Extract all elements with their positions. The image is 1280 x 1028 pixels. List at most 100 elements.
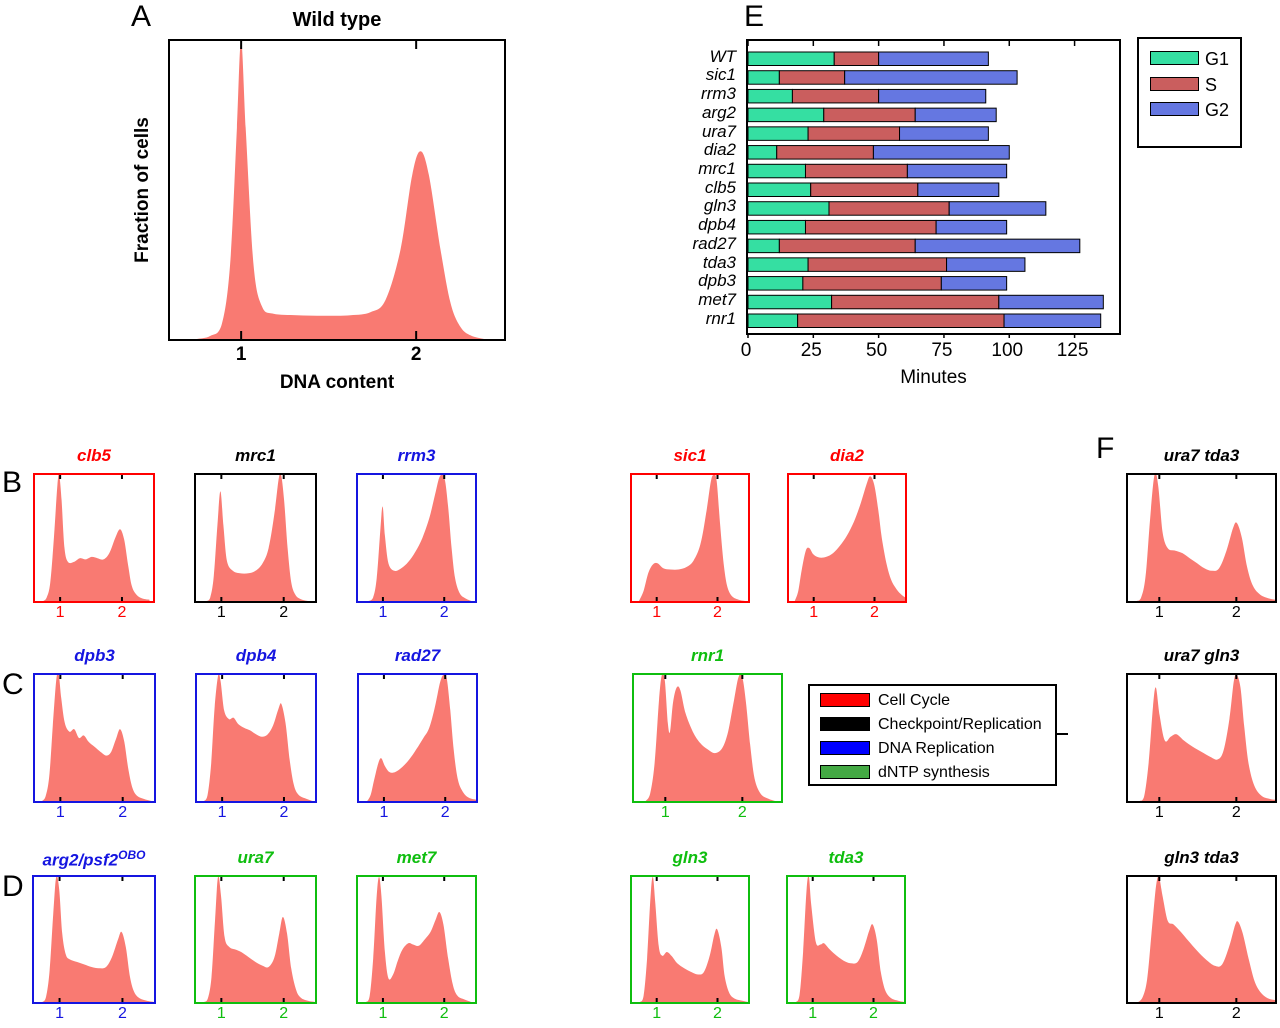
x-tick-label: 2 [713,604,722,621]
bar-segment-s [810,182,919,197]
x-tick-label: 2 [279,604,289,621]
panel-label-d: D [2,870,24,903]
panel-label-a: A [131,0,152,33]
bar-segment-g1 [747,238,780,254]
bar-segment-g2 [946,257,1026,272]
histogram-plot [645,675,776,801]
hist-tda3: tda3 1 2 [786,848,906,1022]
histogram-title: rnr1 [690,646,725,665]
legend-swatch-g1 [1150,51,1199,65]
x-tick-label: 2 [737,804,747,821]
bar-segment-g2 [948,201,1047,216]
category-label-clb5: clb5 [704,177,736,197]
category-label-arg2: arg2 [701,102,736,122]
bar-segment-g1 [747,51,835,66]
x-tick-label: 1 [378,604,388,621]
histogram-area [366,877,472,1002]
category-label-dpb3: dpb3 [698,271,736,291]
x-tick-label: 1 [55,804,65,821]
histogram-area [204,675,313,801]
legend-swatch [820,765,870,779]
histogram-plot [368,475,472,601]
category-label-tda3: tda3 [702,252,736,272]
x-tick-label: 1 [652,604,662,621]
x-tick-label: 2 [870,604,879,621]
histogram-title: gln3 [672,848,708,867]
panel-e-legend: G1 S G2 [1137,37,1242,148]
x-tick-label: 1 [55,604,65,621]
panel-e-bar-chart [746,39,1121,338]
histogram-plot [1139,675,1275,801]
category-label-gln3: gln3 [703,196,736,216]
hist-ura7-tda3: ura7 tda3 1 2 [1126,446,1277,621]
histogram-title: ura7 [237,848,274,867]
hist-arg2-psf2: arg2/psf2OBO 1 2 [32,848,156,1022]
legend-tick-mark [1057,733,1068,735]
x-tick-label: 25 [800,340,822,361]
x-tick-label: 1 [55,1005,64,1022]
histogram-category-legend: Cell Cycle Checkpoint/Replication DNA Repl… [808,684,1057,786]
bar-segment-g2 [844,70,1018,85]
histogram-plot [1138,877,1275,1002]
histogram-plot [794,475,905,601]
histogram-title: tda3 [828,848,864,867]
histogram-area [43,475,150,601]
bar-segment-g2 [878,88,987,104]
bar-segment-g1 [747,126,809,141]
bar-segment-g2 [940,276,1008,291]
histogram-area [204,877,315,1002]
panel-a-wildtype-histogram: Fraction of cells DNA content Wild type 1… [132,9,506,393]
x-tick-label: 2 [117,604,127,621]
hist-mrc1: mrc1 1 2 [194,446,317,621]
x-tick-label: 2 [117,1005,127,1022]
bar-segment-s [778,238,916,254]
histogram-title: dpb3 [74,646,115,665]
histogram-plot [204,675,313,801]
histogram-title: clb5 [76,446,112,465]
histogram-plot [640,877,748,1002]
x-tick-label: 1 [1154,1005,1164,1022]
panel-a-y-axis-label: Fraction of cells [132,117,153,263]
bar-segment-s [797,313,1005,328]
x-tick-label: 1 [216,604,226,621]
x-tick-label: 1 [379,804,389,821]
x-tick-label: 2 [118,804,128,821]
legend-swatch [820,717,870,731]
x-tick-label: 1 [808,1005,818,1022]
x-tick-label: 2 [1231,1005,1241,1022]
histogram-area [42,877,154,1002]
hist-clb5: clb5 1 2 [33,446,155,621]
bar-segment-g2 [914,238,1081,254]
histogram-title: rrm3 [397,446,436,465]
category-label-dpb4: dpb4 [698,215,736,235]
bar-segment-s [778,70,846,85]
x-tick-label: 125 [1056,340,1089,361]
panel-a-x-axis-label: DNA content [279,372,395,393]
legend-label-g1: G1 [1205,49,1230,69]
bar-segment-g1 [747,107,825,123]
x-tick-label: 2 [1231,604,1241,621]
bar-segment-g2 [878,51,989,66]
legend-swatch-s [1150,76,1199,91]
x-tick-label: 2 [440,804,450,821]
panel-label-c: C [2,668,24,701]
x-tick-label: 1 [217,804,227,821]
bar-segment-g1 [747,201,830,216]
bar-segment-s [804,163,908,179]
hist-gln3-tda3: gln3 tda3 1 2 [1126,848,1277,1022]
histogram-area [206,475,308,601]
category-label-rnr1: rnr1 [705,308,736,328]
hist-rad27: rad27 1 2 [357,646,478,821]
bar-segment-g1 [747,182,812,197]
bar-segment-g1 [747,257,809,272]
title-superscript: OBO [118,848,146,862]
x-tick-label: 2 [279,1005,289,1022]
bar-segment-g1 [747,70,780,85]
hist-dpb4: dpb4 1 2 [195,646,317,821]
histogram-area [639,475,746,601]
bar-segment-g2 [1003,313,1102,328]
histogram-area [645,675,776,801]
panel-e-x-axis-ticks: 0 25 50 75 100 125 [741,340,1121,362]
bar-segment-g2 [935,219,1008,235]
